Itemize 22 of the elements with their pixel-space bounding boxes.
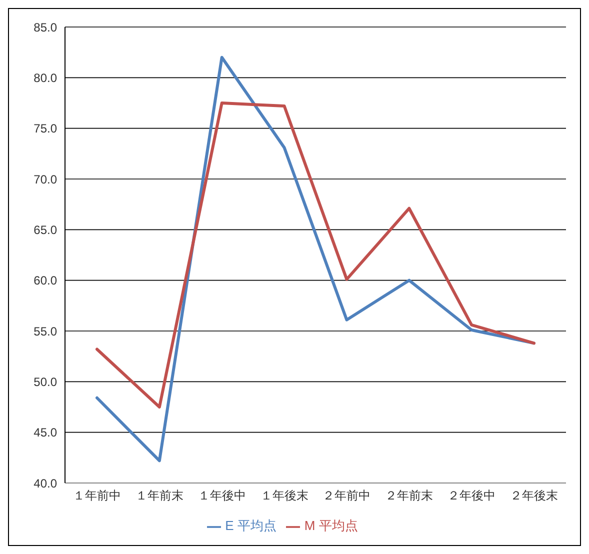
y-tick-label: 40.0 xyxy=(34,476,58,490)
y-tick-label: 85.0 xyxy=(34,20,58,34)
y-tick-label: 80.0 xyxy=(34,70,58,85)
x-tick-label: ２年前末 xyxy=(385,488,434,503)
legend-label: E 平均点 xyxy=(225,518,276,533)
x-tick-label: ２年前中 xyxy=(322,488,371,503)
y-tick-label: 55.0 xyxy=(34,324,58,338)
x-tick-label: １年後末 xyxy=(260,488,308,503)
x-tick-label: １年後中 xyxy=(198,488,246,503)
x-tick-label: ２年後末 xyxy=(510,488,558,503)
x-tick-label: ２年後中 xyxy=(448,488,496,503)
legend-label: M 平均点 xyxy=(304,518,358,533)
y-tick-label: 45.0 xyxy=(34,426,58,440)
x-tick-label: １年前末 xyxy=(135,488,184,503)
y-tick-label: 50.0 xyxy=(34,374,58,389)
x-tick-label: １年前中 xyxy=(73,488,121,503)
line-series xyxy=(96,102,536,408)
line-series xyxy=(96,56,536,462)
y-tick-label: 60.0 xyxy=(34,274,58,288)
y-tick-label: 70.0 xyxy=(34,172,58,186)
y-tick-label: 65.0 xyxy=(34,222,58,237)
y-tick-label: 75.0 xyxy=(34,122,58,136)
